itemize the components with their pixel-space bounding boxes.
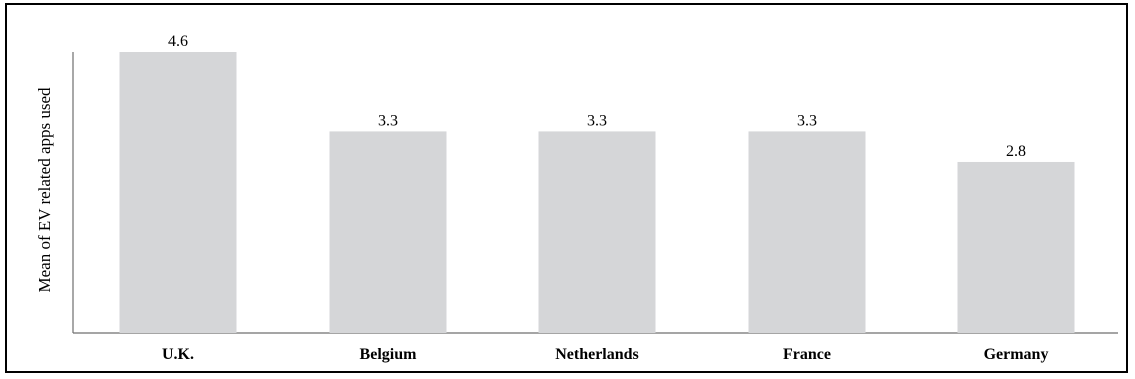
- value-label-germany: 2.8: [1006, 143, 1026, 160]
- x-tick-label-belgium: Belgium: [360, 346, 418, 363]
- bars-group: [119, 52, 1075, 333]
- bar-belgium: [329, 131, 447, 333]
- x-tick-label-france: France: [783, 346, 831, 363]
- x-tick-label-u-k: U.K.: [162, 346, 194, 363]
- value-label-france: 3.3: [797, 112, 817, 129]
- value-label-u-k: 4.6: [168, 33, 188, 50]
- value-label-belgium: 3.3: [378, 112, 398, 129]
- value-labels-group: 4.6 3.3 3.3 3.3 2.8: [168, 33, 1026, 160]
- bar-netherlands: [538, 131, 656, 333]
- bar-germany: [957, 161, 1075, 333]
- value-label-netherlands: 3.3: [587, 112, 607, 129]
- y-axis-label: Mean of EV related apps used: [35, 87, 54, 293]
- x-tick-labels-group: U.K. Belgium Netherlands France Germany: [162, 346, 1048, 363]
- bar-u-k: [119, 52, 237, 333]
- bar-france: [748, 131, 866, 333]
- x-tick-label-netherlands: Netherlands: [555, 346, 639, 363]
- x-tick-label-germany: Germany: [984, 346, 1049, 363]
